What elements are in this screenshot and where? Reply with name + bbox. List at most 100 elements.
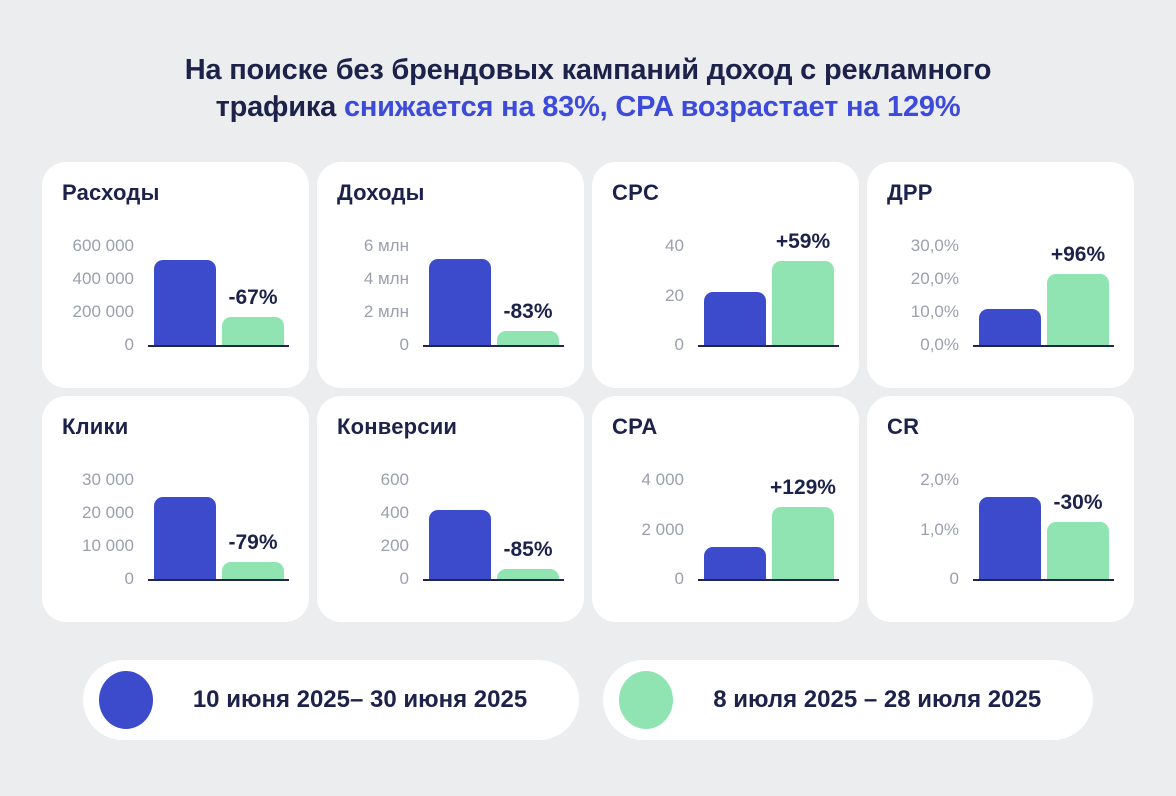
y-axis-tick-label: 0 <box>949 569 959 588</box>
y-axis-tick-label: 30 000 <box>82 470 134 489</box>
y-axis-tick-label: 200 000 <box>72 302 134 321</box>
metric-bar-chart: 40 20 0 +59% <box>612 230 839 354</box>
bar-period-2 <box>497 568 559 579</box>
bar-period-1 <box>154 260 216 345</box>
bar-period-2 <box>772 507 834 579</box>
delta-label: +59% <box>775 229 831 253</box>
bar-period-1 <box>704 292 766 345</box>
y-axis: 30 000 20 000 10 000 0 <box>62 470 140 588</box>
y-axis-tick-label: 30,0% <box>910 236 959 255</box>
period-2-swatch-icon <box>619 671 674 729</box>
period-1-swatch-icon <box>98 671 153 729</box>
y-axis: 2,0% 1,0% 0 <box>887 470 965 588</box>
y-axis: 4 000 2 000 0 <box>612 470 690 588</box>
plot-area: +59% <box>698 230 839 347</box>
delta-label: -30% <box>1053 490 1103 514</box>
y-axis-tick-label: 200 <box>380 536 409 555</box>
metric-card-title: CR <box>887 414 920 439</box>
metric-bar-chart: 6 млн 4 млн 2 млн 0 -83% <box>337 236 564 354</box>
metric-card-title: CPA <box>612 414 658 439</box>
metric-card-title: Доходы <box>337 180 425 205</box>
page-title-dark-line1: На поиске без брендовых кампаний доход с… <box>184 54 992 86</box>
metric-card: CPA 4 000 2 000 0 +129% <box>592 396 859 622</box>
legend-item-period-2: 8 июля 2025 – 28 июля 2025 <box>603 660 1094 740</box>
plot-area: -67% <box>148 246 289 347</box>
legend-item-period-1: 10 июня 2025– 30 июня 2025 <box>82 660 580 740</box>
y-axis-tick-label: 400 000 <box>72 269 134 288</box>
page-title-highlight: снижается на 83%, CPA возрастает на 129% <box>343 91 961 123</box>
bar-period-2 <box>222 316 284 345</box>
period-2-label: 8 июля 2025 – 28 июля 2025 <box>713 686 1042 713</box>
metric-bar-chart: 2,0% 1,0% 0 -30% <box>887 470 1114 588</box>
y-axis-tick-label: 0 <box>124 335 134 354</box>
y-axis-tick-label: 0 <box>674 569 684 588</box>
metric-card-title: Расходы <box>62 180 160 205</box>
metric-card-title: Клики <box>62 414 129 439</box>
y-axis-tick-label: 0 <box>124 569 134 588</box>
y-axis: 600 000 400 000 200 000 0 <box>62 236 140 354</box>
period-1-label: 10 июня 2025– 30 июня 2025 <box>192 686 528 713</box>
y-axis: 30,0% 20,0% 10,0% 0,0% <box>887 236 965 354</box>
y-axis-tick-label: 0 <box>674 335 684 354</box>
plot-area: -30% <box>973 480 1114 581</box>
y-axis-tick-label: 0 <box>399 569 409 588</box>
metric-card: Конверсии 600 400 200 0 -85% <box>317 396 584 622</box>
delta-label: -85% <box>503 537 553 561</box>
metric-card-title: CPC <box>612 180 660 205</box>
plot-area: +96% <box>973 243 1114 347</box>
bar-period-2 <box>497 330 559 345</box>
delta-label: +129% <box>770 476 836 500</box>
metric-card: Доходы 6 млн 4 млн 2 млн 0 -83% <box>317 162 584 388</box>
metric-bar-chart: 4 000 2 000 0 +129% <box>612 470 839 588</box>
plot-area: -83% <box>423 246 564 347</box>
y-axis: 6 млн 4 млн 2 млн 0 <box>337 236 415 354</box>
delta-label: +96% <box>1050 243 1106 266</box>
plot-area: +129% <box>698 476 839 581</box>
bar-period-2 <box>1047 274 1109 345</box>
metrics-grid: Расходы 600 000 400 000 200 000 0 -67% Дохо… <box>42 162 1134 622</box>
plot-area: -79% <box>148 480 289 581</box>
y-axis-tick-label: 10,0% <box>910 302 959 321</box>
metric-card: ДРР 30,0% 20,0% 10,0% 0,0% +96% <box>867 162 1134 388</box>
bar-period-1 <box>429 509 491 579</box>
y-axis-tick-label: 20,0% <box>910 269 959 288</box>
bar-period-1 <box>704 547 766 579</box>
metric-card: CPC 40 20 0 +59% <box>592 162 859 388</box>
bar-period-1 <box>979 496 1041 579</box>
y-axis-tick-label: 10 000 <box>82 536 134 555</box>
y-axis: 40 20 0 <box>612 236 690 354</box>
y-axis-tick-label: 400 <box>380 503 409 522</box>
metric-bar-chart: 30 000 20 000 10 000 0 -79% <box>62 470 289 588</box>
metric-bar-chart: 600 400 200 0 -85% <box>337 470 564 588</box>
delta-label: -79% <box>228 530 278 554</box>
y-axis-tick-label: 20 <box>665 285 684 305</box>
y-axis-tick-label: 0 <box>399 335 409 354</box>
y-axis-tick-label: 2 000 <box>641 519 684 539</box>
metric-card: CR 2,0% 1,0% 0 -30% <box>867 396 1134 622</box>
metric-card: Клики 30 000 20 000 10 000 0 -79% <box>42 396 309 622</box>
y-axis-tick-label: 600 000 <box>72 236 134 255</box>
metric-bar-chart: 600 000 400 000 200 000 0 -67% <box>62 236 289 354</box>
metric-card: Расходы 600 000 400 000 200 000 0 -67% <box>42 162 309 388</box>
delta-label: -67% <box>228 286 278 309</box>
bar-period-2 <box>222 561 284 579</box>
y-axis-tick-label: 2 млн <box>363 302 409 321</box>
y-axis-tick-label: 4 000 <box>641 470 684 489</box>
page-title: На поиске без брендовых кампаний доход с… <box>48 52 1128 126</box>
y-axis-tick-label: 2,0% <box>920 470 959 489</box>
y-axis-tick-label: 20 000 <box>82 503 134 522</box>
bar-period-1 <box>979 308 1041 345</box>
y-axis-tick-label: 0,0% <box>920 335 959 354</box>
page-title-dark-line2: трафика <box>215 91 337 123</box>
y-axis: 600 400 200 0 <box>337 470 415 588</box>
legend: 10 июня 2025– 30 июня 2025 8 июля 2025 –… <box>0 660 1176 740</box>
bar-period-2 <box>772 260 834 345</box>
y-axis-tick-label: 1,0% <box>920 519 959 539</box>
y-axis-tick-label: 40 <box>665 236 684 255</box>
metric-card-title: ДРР <box>887 180 933 205</box>
bar-period-2 <box>1047 521 1109 579</box>
bar-period-1 <box>154 496 216 579</box>
y-axis-tick-label: 600 <box>380 470 409 489</box>
y-axis-tick-label: 4 млн <box>363 269 409 288</box>
plot-area: -85% <box>423 480 564 581</box>
